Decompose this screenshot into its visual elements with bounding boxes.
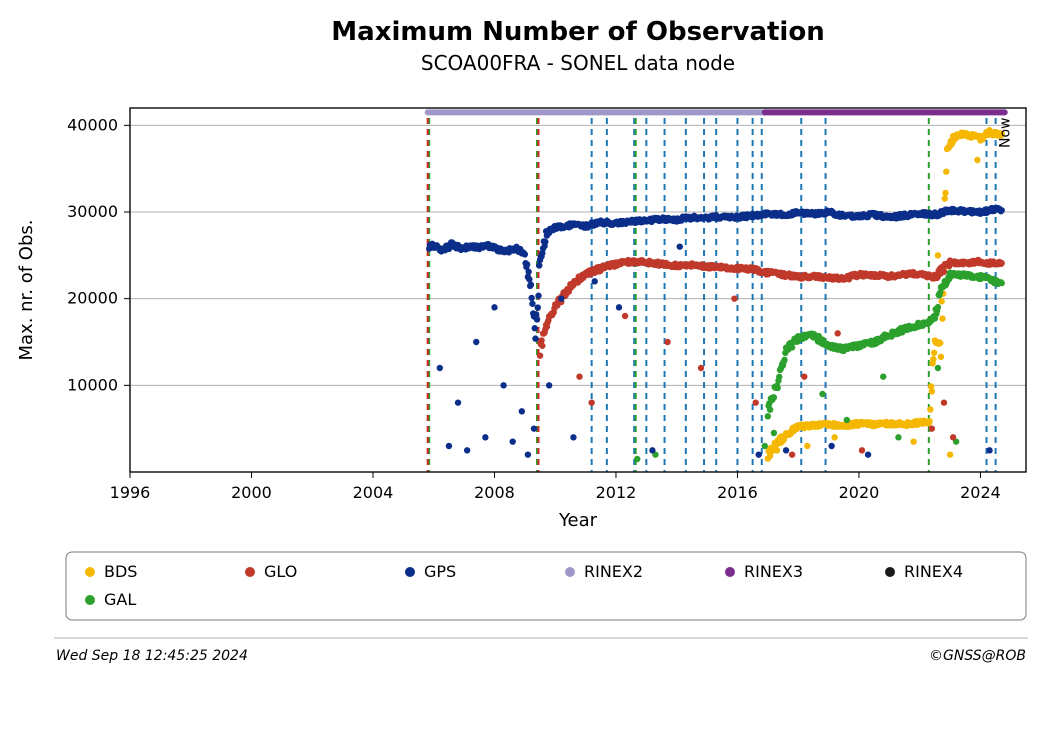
x-axis-label: Year (558, 510, 598, 531)
legend-label: RINEX3 (744, 562, 803, 581)
legend-marker (725, 567, 735, 577)
legend-box (66, 552, 1026, 620)
x-tick-label: 2024 (960, 483, 1001, 502)
chart-svg: Maximum Number of Observation SCOA00FRA -… (0, 0, 1040, 734)
legend-label: RINEX2 (584, 562, 643, 581)
legend-marker (85, 595, 95, 605)
chart-title: Maximum Number of Observation (331, 17, 824, 47)
y-axis-label: Max. nr. of Obs. (16, 219, 37, 360)
legend-marker (405, 567, 415, 577)
x-tick-label: 1996 (110, 483, 151, 502)
footer-credit: ©GNSS@ROB (929, 648, 1026, 664)
y-tick-label: 10000 (67, 375, 118, 394)
y-tick-label: 30000 (67, 202, 118, 221)
legend-label: GAL (104, 590, 136, 609)
legend-marker (885, 567, 895, 577)
plot-area (130, 108, 1026, 472)
x-tick-label: 2000 (231, 483, 272, 502)
y-tick-label: 20000 (67, 289, 118, 308)
x-tick-label: 2016 (717, 483, 758, 502)
now-label: Now (998, 118, 1014, 148)
x-tick-label: 2008 (474, 483, 515, 502)
legend-marker (565, 567, 575, 577)
legend-marker (245, 567, 255, 577)
x-tick-label: 2004 (353, 483, 394, 502)
legend-label: RINEX4 (904, 562, 963, 581)
y-tick-label: 40000 (67, 115, 118, 134)
chart-container: Maximum Number of Observation SCOA00FRA -… (0, 0, 1040, 734)
x-tick-label: 2012 (596, 483, 637, 502)
x-tick-label: 2020 (839, 483, 880, 502)
legend-label: GPS (424, 562, 456, 581)
legend-label: GLO (264, 562, 297, 581)
legend-marker (85, 567, 95, 577)
chart-subtitle: SCOA00FRA - SONEL data node (421, 51, 735, 75)
footer-timestamp: Wed Sep 18 12:45:25 2024 (56, 648, 248, 664)
legend-label: BDS (104, 562, 137, 581)
